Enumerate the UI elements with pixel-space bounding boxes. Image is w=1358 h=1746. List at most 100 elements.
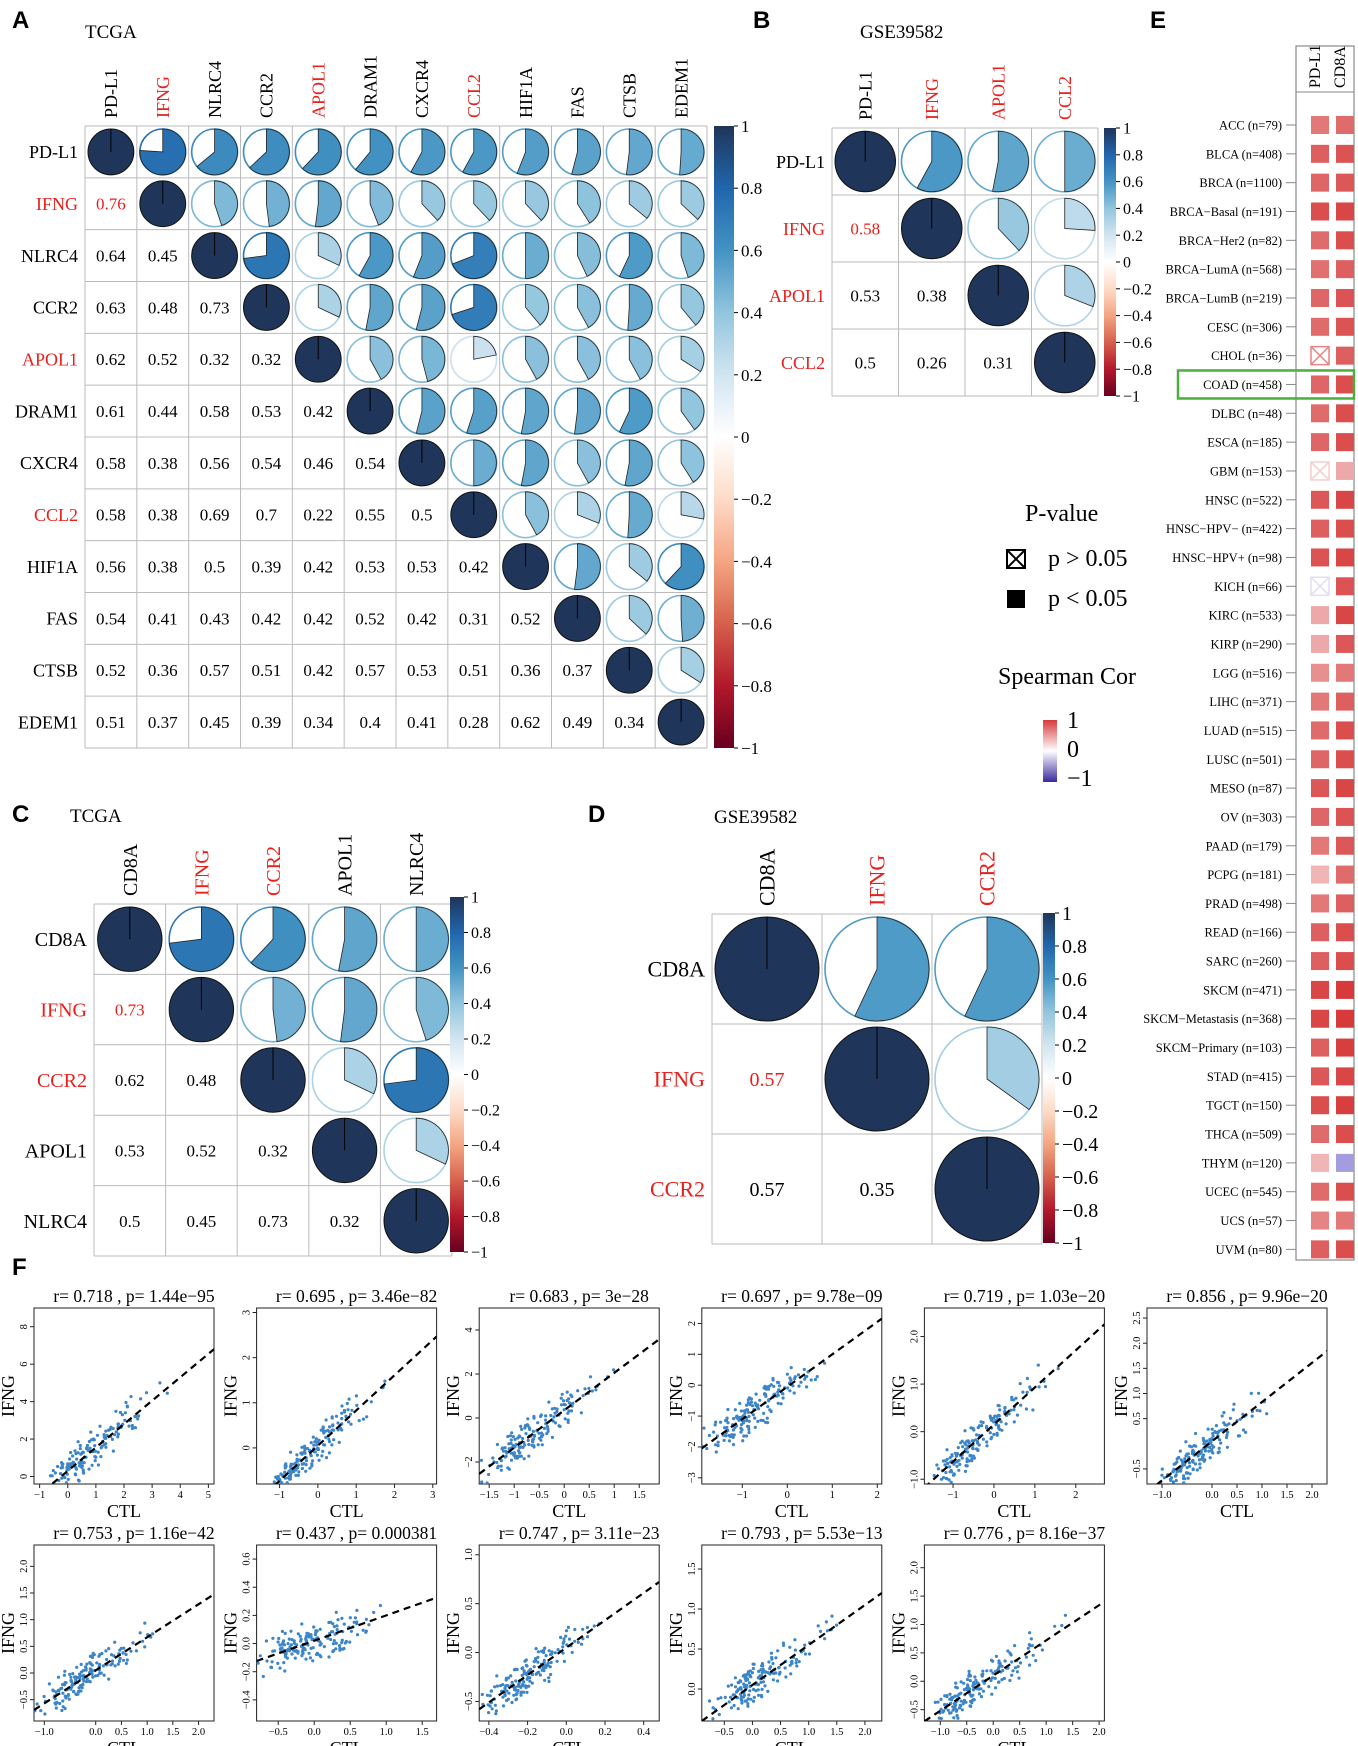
correlation-value: 0.51 [459, 661, 489, 680]
scatter-point [496, 1464, 500, 1468]
y-tick-label: 2.0 [1132, 1337, 1143, 1350]
correlation-value: 0.62 [115, 1071, 145, 1090]
correlation-value: 0.31 [983, 353, 1013, 372]
pie-mark [169, 906, 234, 972]
column-label-pd-l1: PD-L1 [1307, 44, 1324, 88]
scatter-point [763, 1684, 767, 1688]
scatter-point [526, 1417, 530, 1421]
scatter-point [285, 1482, 289, 1484]
scatter-point [522, 1457, 526, 1461]
row-label-thca-n-509: THCA (n=509) [1205, 1128, 1282, 1142]
y-tick-label: 2 [687, 1321, 698, 1326]
pie-mark [618, 232, 653, 279]
heatmap-cell [1311, 721, 1329, 740]
scatter-point [1008, 1651, 1012, 1655]
scatter-point [974, 1447, 979, 1451]
correlation-value: 0.52 [148, 350, 178, 369]
scatter-point [776, 1679, 780, 1683]
scatter-point [1213, 1430, 1217, 1434]
heatmap-cell [1336, 836, 1354, 855]
scatter-point [570, 1650, 574, 1654]
heatmap-cell [1336, 144, 1354, 163]
scatter-point [976, 1426, 980, 1430]
colorbar [1043, 913, 1055, 1243]
scatter-point [943, 1694, 947, 1698]
x-tick-label: 1.0 [1040, 1727, 1053, 1738]
pie-mark [525, 232, 549, 279]
scatter-point [124, 1400, 128, 1405]
correlation-value: 0.73 [258, 1212, 288, 1231]
pie-mark [415, 284, 446, 331]
scatter-point [493, 1685, 497, 1689]
row-label-apol1: APOL1 [25, 1140, 87, 1162]
scatter-point [68, 1462, 72, 1466]
row-label-hnsc-n-522: HNSC (n=522) [1205, 493, 1282, 507]
scatter-point [62, 1673, 66, 1677]
scatter-point [1205, 1439, 1209, 1443]
scatter-point [736, 1681, 740, 1685]
correlation-value: 0.56 [200, 454, 230, 473]
scatter-point [752, 1662, 756, 1666]
scatter-point [560, 1392, 564, 1396]
correlation-value: 0.45 [187, 1212, 217, 1231]
scatter-point [292, 1639, 296, 1643]
scatter-point [66, 1477, 70, 1481]
scatter-point [295, 1643, 299, 1647]
scatter-point [562, 1639, 566, 1644]
scatter-point [348, 1640, 352, 1644]
scatter-point [1037, 1385, 1041, 1389]
scatter-point [939, 1707, 943, 1711]
scatter-point [112, 1654, 116, 1658]
heatmap-cell [1336, 288, 1354, 307]
regression-line [50, 1348, 214, 1484]
scatter-point [556, 1648, 560, 1652]
row-label-luad-n-515: LUAD (n=515) [1204, 724, 1282, 738]
scatter-point [109, 1653, 114, 1657]
y-axis-label: IFNG [666, 1375, 686, 1417]
heatmap-cell [1311, 1182, 1329, 1201]
scatter-point [86, 1448, 90, 1453]
scatter-point [337, 1440, 341, 1444]
scatter-point [782, 1643, 786, 1647]
scatter-point [719, 1420, 723, 1424]
panel-letter-d: D [588, 801, 605, 828]
y-tick-label: 1.5 [19, 1586, 30, 1599]
scatter-point [116, 1432, 120, 1436]
scatter-point [315, 1453, 319, 1457]
scatter-point [1013, 1644, 1017, 1648]
scatter-point [1183, 1477, 1187, 1481]
scatter-point [562, 1637, 566, 1641]
scatter-point [87, 1679, 91, 1683]
scatter-point [332, 1438, 336, 1442]
scatter-point [523, 1443, 527, 1447]
column-label-edem1: EDEM1 [671, 58, 691, 118]
scatter-point [525, 1690, 529, 1694]
regression-line [926, 1323, 1105, 1484]
scatter-point [124, 1652, 128, 1657]
scatter-point [964, 1447, 968, 1451]
correlation-value: 0.38 [917, 286, 947, 305]
heatmap-cell [1336, 807, 1354, 826]
scatter-point [563, 1403, 567, 1407]
scatter-point [327, 1440, 332, 1444]
scatter-point [130, 1423, 134, 1428]
panel-letter-a: A [12, 7, 29, 34]
scatter-point [87, 1467, 91, 1471]
y-tick-label: 1.0 [909, 1618, 920, 1631]
scatter-point [953, 1694, 957, 1698]
scatter-point [971, 1688, 976, 1692]
scatter-point [300, 1466, 304, 1471]
x-tick-label: 0 [65, 1490, 70, 1501]
scatter-point [803, 1377, 807, 1381]
scatter-point [972, 1456, 977, 1460]
scatter-point [541, 1666, 546, 1670]
scatter-point [81, 1470, 86, 1474]
scatter-point [997, 1659, 1001, 1663]
y-tick-label: 0.6 [242, 1553, 253, 1566]
pie-mark [680, 387, 705, 431]
pie-mark [627, 491, 653, 539]
scatter-point [1198, 1462, 1202, 1466]
pie-mark [383, 1047, 449, 1113]
scatter-point [123, 1411, 127, 1415]
column-label-ifng: IFNG [865, 855, 890, 906]
